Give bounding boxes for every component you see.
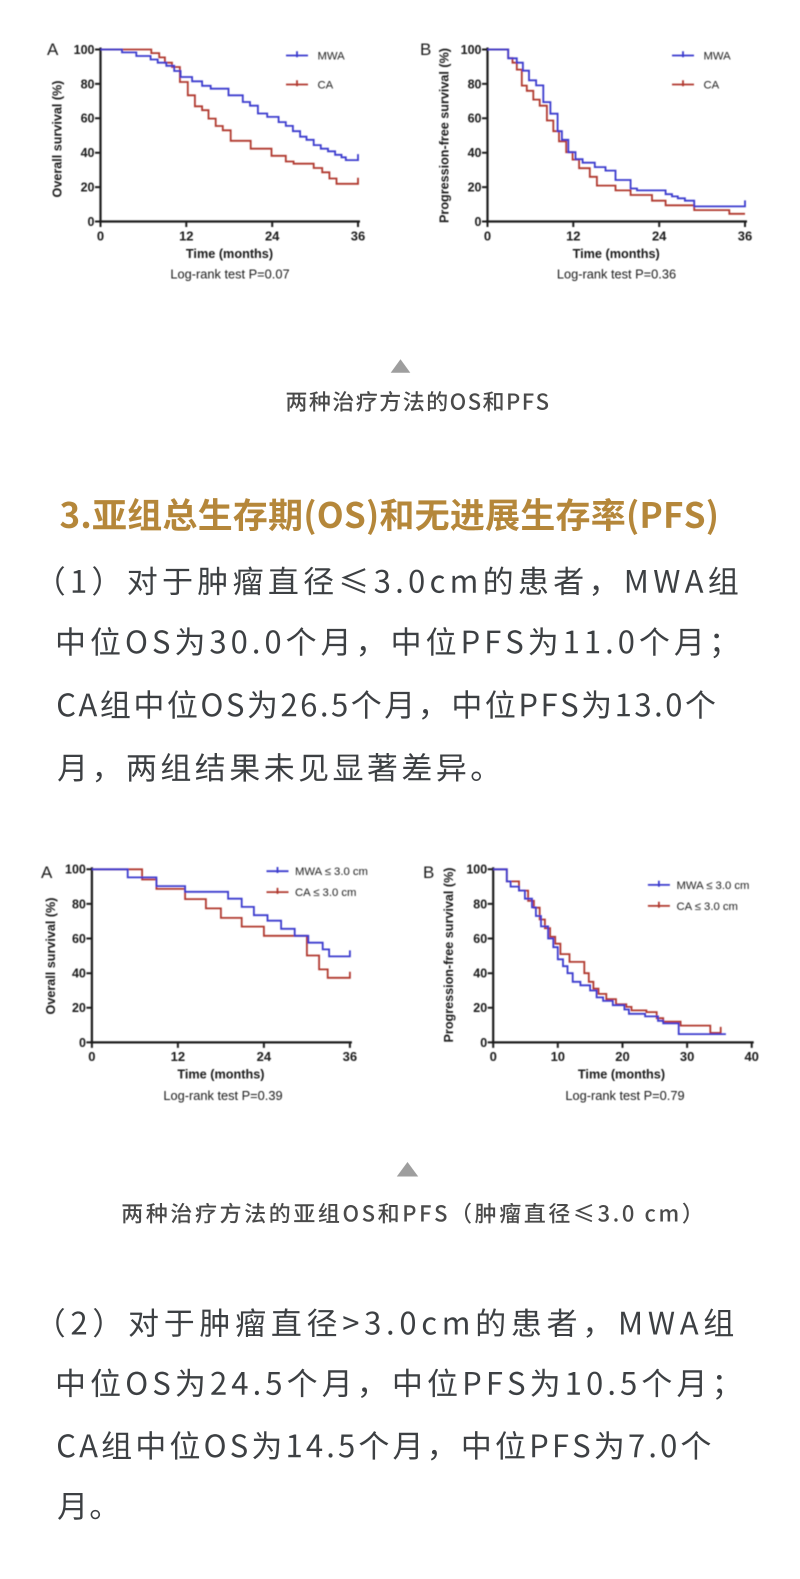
svg-text:CA: CA (318, 80, 334, 92)
svg-text:Progression-free survival (%): Progression-free survival (%) (438, 48, 452, 223)
svg-text:CA ≤ 3.0 cm: CA ≤ 3.0 cm (677, 901, 738, 913)
svg-text:0: 0 (88, 215, 95, 229)
svg-text:100: 100 (74, 43, 95, 57)
svg-text:Progression-free survival (%): Progression-free survival (%) (442, 868, 456, 1043)
svg-text:12: 12 (566, 228, 580, 243)
svg-text:MWA: MWA (704, 51, 732, 63)
svg-text:B: B (423, 863, 434, 882)
svg-text:20: 20 (72, 1001, 86, 1015)
svg-text:100: 100 (65, 863, 86, 877)
svg-text:40: 40 (744, 1049, 758, 1064)
svg-text:40: 40 (468, 146, 482, 160)
svg-text:Time (months): Time (months) (177, 1068, 264, 1082)
svg-text:20: 20 (81, 181, 95, 195)
svg-text:20: 20 (468, 181, 482, 195)
svg-text:60: 60 (81, 112, 95, 126)
svg-text:Time (months): Time (months) (573, 247, 660, 261)
svg-text:80: 80 (473, 897, 487, 911)
svg-text:0: 0 (480, 1036, 487, 1050)
svg-text:12: 12 (179, 228, 193, 243)
svg-text:Time (months): Time (months) (186, 247, 273, 261)
svg-text:10: 10 (551, 1049, 565, 1064)
svg-text:CA: CA (704, 80, 720, 92)
svg-text:Log-rank test P=0.39: Log-rank test P=0.39 (163, 1088, 282, 1103)
svg-text:0: 0 (79, 1036, 86, 1050)
svg-text:MWA: MWA (318, 51, 346, 63)
svg-text:B: B (420, 40, 431, 59)
svg-text:40: 40 (81, 146, 95, 160)
svg-text:80: 80 (81, 77, 95, 91)
svg-text:A: A (41, 863, 53, 882)
svg-text:Log-rank test P=0.79: Log-rank test P=0.79 (565, 1088, 684, 1103)
svg-text:24: 24 (265, 228, 280, 243)
svg-text:24: 24 (652, 228, 667, 243)
svg-text:0: 0 (97, 228, 104, 243)
svg-text:30: 30 (680, 1049, 694, 1064)
svg-text:36: 36 (343, 1049, 357, 1064)
svg-text:Time (months): Time (months) (578, 1068, 665, 1082)
svg-text:36: 36 (738, 228, 752, 243)
svg-text:24: 24 (257, 1049, 272, 1064)
svg-text:CA ≤ 3.0 cm: CA ≤ 3.0 cm (295, 887, 356, 899)
svg-text:0: 0 (490, 1049, 497, 1064)
svg-text:A: A (47, 40, 59, 59)
svg-text:40: 40 (473, 967, 487, 981)
svg-text:0: 0 (475, 215, 482, 229)
svg-text:Log-rank test P=0.36: Log-rank test P=0.36 (557, 267, 676, 282)
svg-text:0: 0 (88, 1049, 95, 1064)
svg-text:40: 40 (72, 967, 86, 981)
svg-text:20: 20 (615, 1049, 629, 1064)
svg-text:MWA ≤ 3.0 cm: MWA ≤ 3.0 cm (677, 880, 750, 892)
svg-text:0: 0 (484, 228, 491, 243)
svg-text:80: 80 (72, 897, 86, 911)
svg-text:60: 60 (473, 932, 487, 946)
svg-text:Overall survival (%): Overall survival (%) (51, 81, 65, 198)
svg-text:60: 60 (468, 112, 482, 126)
svg-text:100: 100 (461, 43, 482, 57)
svg-text:36: 36 (351, 228, 365, 243)
svg-text:100: 100 (466, 863, 487, 877)
svg-text:MWA ≤ 3.0 cm: MWA ≤ 3.0 cm (295, 866, 368, 878)
svg-text:Log-rank test P=0.07: Log-rank test P=0.07 (170, 267, 289, 282)
svg-text:20: 20 (473, 1001, 487, 1015)
svg-text:Overall survival (%): Overall survival (%) (44, 898, 58, 1015)
svg-text:80: 80 (468, 77, 482, 91)
svg-text:60: 60 (72, 932, 86, 946)
svg-text:12: 12 (171, 1049, 185, 1064)
